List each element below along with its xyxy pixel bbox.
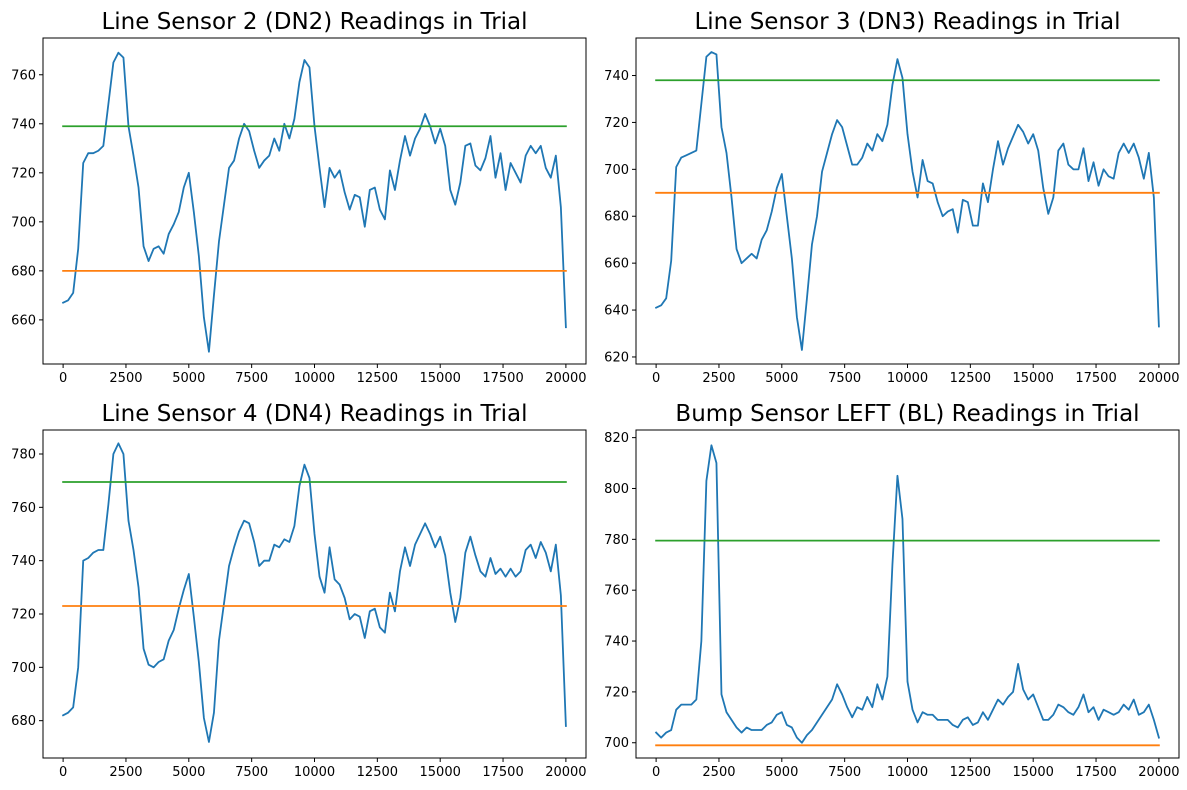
x-tick-label: 5000 (172, 765, 205, 780)
y-tick-label: 780 (604, 533, 629, 548)
x-tick-label: 5000 (765, 371, 798, 386)
x-tick-label: 0 (652, 765, 660, 780)
y-tick-label: 660 (604, 257, 629, 272)
x-tick-label: 20000 (1138, 371, 1179, 386)
x-tick-label: 2500 (109, 765, 142, 780)
y-tick-label: 620 (604, 350, 629, 365)
x-tick-label: 0 (652, 371, 660, 386)
y-tick-label: 720 (604, 116, 629, 131)
x-tick-label: 15000 (1013, 371, 1054, 386)
y-tick-label: 660 (11, 313, 36, 328)
x-tick-label: 5000 (765, 765, 798, 780)
y-tick-label: 640 (604, 304, 629, 319)
axes-frame (635, 37, 1180, 365)
series-line-readings (654, 51, 1160, 351)
subplot-bl: Bump Sensor LEFT (BL) Readings in Trial … (604, 401, 1179, 780)
subplot-dn2: Line Sensor 2 (DN2) Readings in Trial 0 2… (11, 9, 586, 386)
y-tick-label: 760 (11, 501, 36, 516)
x-tick-label: 7500 (828, 371, 861, 386)
y-tick-label: 720 (11, 166, 36, 181)
x-tick-label: 17500 (1075, 371, 1116, 386)
y-tick-label: 740 (604, 635, 629, 650)
x-tick-label: 10000 (294, 371, 335, 386)
y-tick-label: 740 (604, 69, 629, 84)
x-tick-label: 2500 (109, 371, 142, 386)
y-tick-label: 760 (11, 68, 36, 83)
y-tick-label: 680 (11, 264, 36, 279)
y-tick-label: 800 (604, 482, 629, 497)
y-tick-label: 760 (604, 584, 629, 599)
chart-title: Bump Sensor LEFT (BL) Readings in Trial (675, 401, 1139, 427)
x-tick-label: 12500 (950, 371, 991, 386)
x-tick-label: 20000 (1138, 765, 1179, 780)
x-tick-label: 10000 (887, 371, 928, 386)
x-tick-label: 10000 (887, 765, 928, 780)
y-tick-label: 720 (604, 685, 629, 700)
y-tick-label: 700 (11, 215, 36, 230)
y-tick-label: 680 (604, 210, 629, 225)
y-tick-label: 820 (604, 431, 629, 446)
x-tick-label: 0 (59, 371, 67, 386)
y-tick-label: 780 (11, 448, 36, 463)
y-tick-label: 740 (11, 554, 36, 569)
series-line-readings (61, 442, 567, 743)
x-tick-label: 15000 (420, 371, 461, 386)
x-tick-label: 12500 (357, 371, 398, 386)
subplot-dn4: Line Sensor 4 (DN4) Readings in Trial 0 2… (11, 401, 586, 780)
x-tick-label: 10000 (294, 765, 335, 780)
y-tick-label: 700 (604, 736, 629, 751)
x-tick-label: 12500 (950, 765, 991, 780)
x-tick-label: 20000 (545, 371, 586, 386)
series-line-readings (654, 444, 1161, 744)
x-tick-label: 12500 (357, 765, 398, 780)
x-tick-label: 20000 (545, 765, 586, 780)
x-tick-label: 7500 (235, 765, 268, 780)
chart-title: Line Sensor 4 (DN4) Readings in Trial (101, 401, 527, 427)
series-line-readings (61, 51, 567, 353)
x-tick-label: 2500 (702, 371, 735, 386)
x-tick-label: 17500 (1075, 765, 1116, 780)
subplot-dn3: Line Sensor 3 (DN3) Readings in Trial 0 2… (604, 9, 1179, 386)
x-tick-label: 17500 (482, 371, 523, 386)
chart-title: Line Sensor 3 (DN3) Readings in Trial (694, 9, 1120, 35)
y-tick-label: 700 (11, 661, 36, 676)
x-tick-label: 5000 (172, 371, 205, 386)
x-tick-label: 0 (59, 765, 67, 780)
x-tick-label: 2500 (702, 765, 735, 780)
chart-title: Line Sensor 2 (DN2) Readings in Trial (101, 9, 527, 35)
y-tick-label: 700 (604, 163, 629, 178)
x-tick-label: 7500 (235, 371, 268, 386)
y-tick-label: 740 (11, 117, 36, 132)
x-tick-label: 15000 (1013, 765, 1054, 780)
axes-frame (42, 37, 587, 365)
x-tick-label: 17500 (482, 765, 523, 780)
x-tick-label: 7500 (828, 765, 861, 780)
x-tick-label: 15000 (420, 765, 461, 780)
y-tick-label: 720 (11, 608, 36, 623)
y-tick-label: 680 (11, 714, 36, 729)
